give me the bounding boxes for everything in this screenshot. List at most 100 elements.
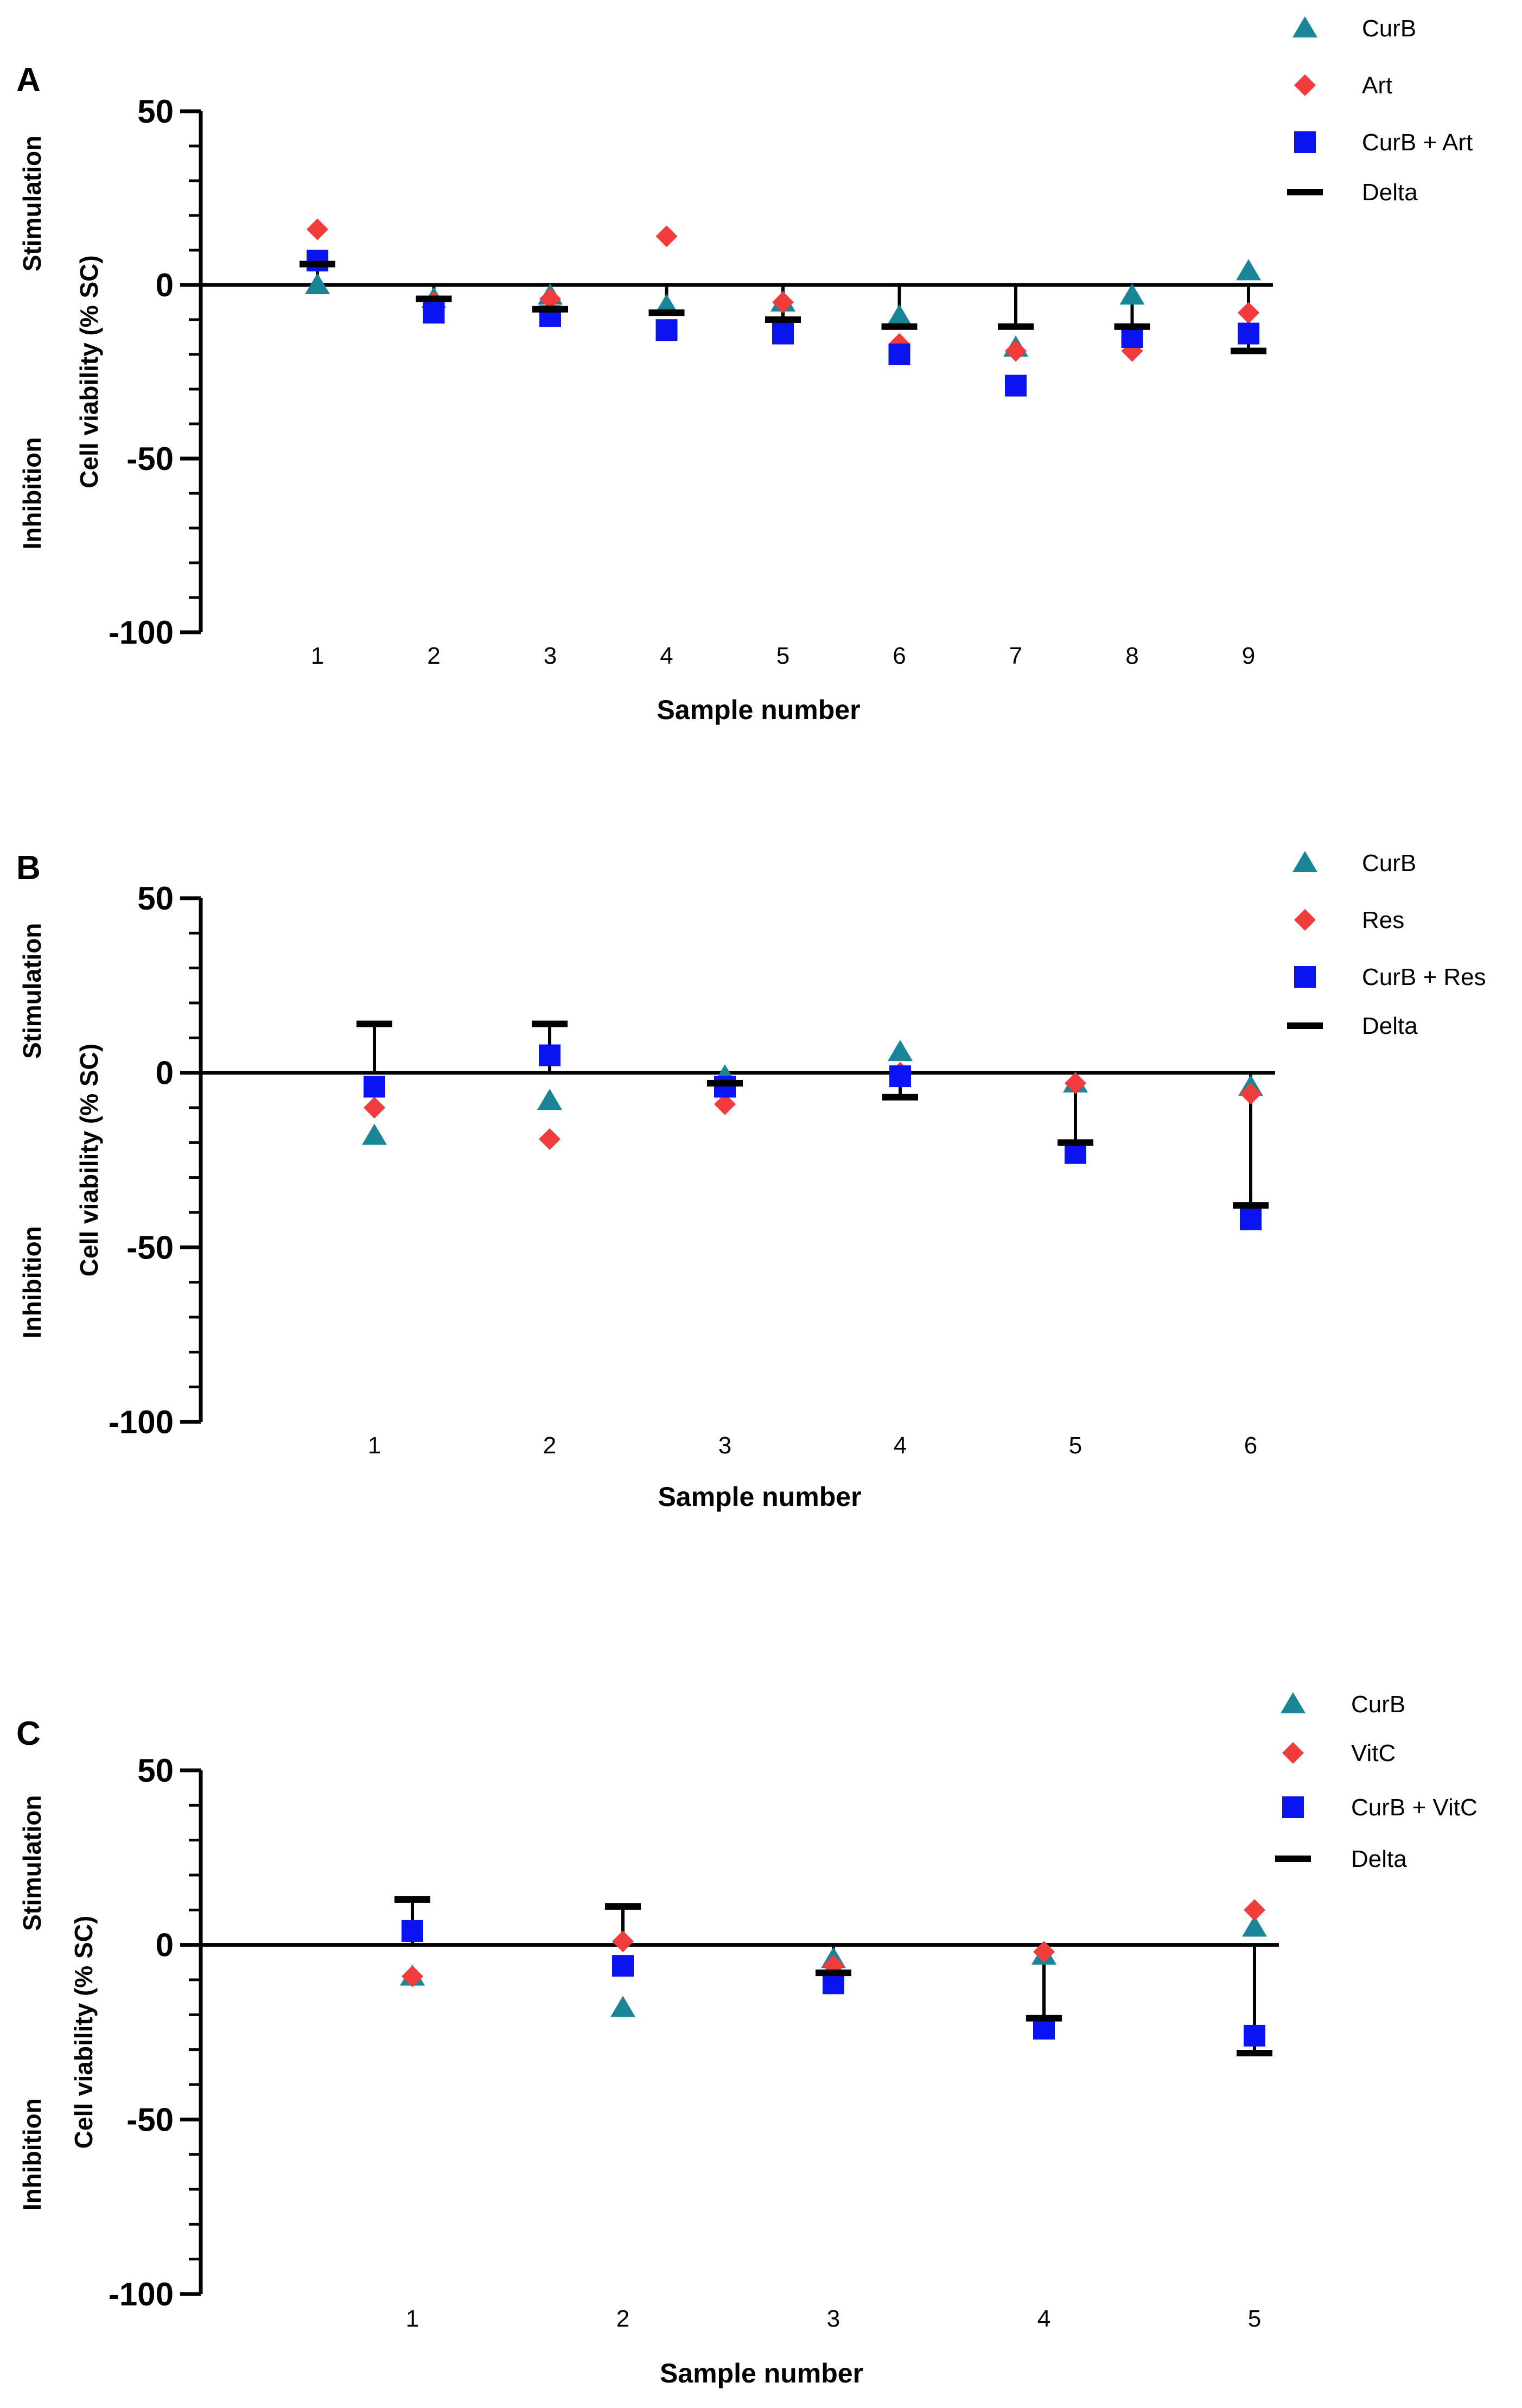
x-tick-label: 3 (544, 643, 557, 669)
point-curb-art (1238, 322, 1259, 345)
legend-label-delta: Delta (1362, 1013, 1418, 1039)
point-art (307, 218, 328, 240)
point-curb-res (889, 1065, 911, 1088)
point-delta (416, 295, 452, 302)
point-curb (610, 1996, 635, 2017)
point-res (1240, 1083, 1262, 1105)
legend-marker-curb (1292, 16, 1317, 37)
stimulation-label: Stimulation (18, 1795, 46, 1931)
y-axis-label: Cell viability (% SC) (75, 1044, 103, 1276)
point-curb-art (307, 250, 328, 272)
x-tick-label: 1 (406, 2305, 419, 2332)
legend-label-curb-res: CurB + Res (1362, 964, 1486, 990)
y-axis-label: Cell viability (% SC) (69, 1916, 98, 2149)
legend-marker-curb (1292, 851, 1317, 872)
x-tick-label: 4 (1037, 2305, 1050, 2332)
x-tick-label: 5 (776, 643, 789, 669)
point-delta (707, 1079, 743, 1087)
point-res (364, 1097, 385, 1119)
point-delta (816, 1969, 851, 1977)
x-tick-label: 7 (1009, 643, 1022, 669)
legend-label-curb: CurB (1362, 850, 1416, 876)
x-axis-label: Sample number (658, 1482, 861, 1512)
y-tick-label: 50 (137, 1752, 174, 1789)
y-axis-label: Cell viability (% SC) (75, 255, 103, 488)
legend-label-curb-art: CurB + Art (1362, 129, 1473, 156)
legend-marker-res (1294, 909, 1316, 931)
x-tick-label: 1 (368, 1432, 381, 1459)
panel-a: A 50 0 -50 -100 Cell viability (% SC) Stimulat… (16, 15, 1473, 725)
x-tick-label: 1 (311, 643, 324, 669)
legend-marker-delta (1287, 189, 1323, 195)
point-delta (532, 306, 568, 313)
point-curb (888, 1040, 913, 1062)
y-tick-label: 0 (156, 267, 174, 303)
stimulation-label: Stimulation (18, 136, 46, 271)
y-tick-label: 50 (137, 880, 174, 917)
x-tick-label: 6 (1244, 1432, 1257, 1459)
point-curb-art (772, 322, 794, 345)
legend-label-curb-vitc: CurB + VitC (1351, 1794, 1478, 1821)
point-vitc (1033, 1941, 1055, 1963)
legend-marker-curb-res (1294, 966, 1316, 988)
y-tick-label: 50 (137, 93, 174, 130)
panel-letter: C (16, 1715, 41, 1752)
legend-marker-art (1294, 74, 1316, 96)
point-res (714, 1093, 736, 1115)
point-res (1065, 1072, 1086, 1094)
panel-c: C 50 0 -50 -100 Cell viability (% SC) Stimulat… (16, 1691, 1478, 2388)
point-vitc (402, 1965, 423, 1987)
point-curb (305, 273, 330, 294)
y-tick-label: 0 (156, 1927, 174, 1964)
point-vitc (612, 1930, 634, 1953)
legend-label-curb: CurB (1351, 1691, 1405, 1718)
point-curb (1242, 1915, 1267, 1937)
point-curb-res (539, 1044, 561, 1066)
point-curb-vitc (1244, 2024, 1265, 2047)
point-curb (1236, 259, 1261, 281)
x-tick-label: 4 (894, 1432, 907, 1459)
point-delta (605, 1903, 641, 1910)
point-delta (394, 1896, 430, 1903)
y-tick-label: -100 (109, 1404, 174, 1440)
legend-label-curb: CurB (1362, 15, 1416, 42)
x-tick-label: 2 (616, 2305, 629, 2332)
point-curb-art (888, 344, 910, 365)
legend-marker-curb (1281, 1692, 1306, 1713)
point-curb-vitc (612, 1955, 634, 1977)
inhibition-label: Inhibition (18, 2098, 46, 2210)
x-tick-label: 6 (893, 643, 906, 669)
point-curb (887, 304, 912, 326)
x-tick-label: 3 (718, 1432, 731, 1459)
point-art (655, 225, 678, 247)
legend-marker-delta (1287, 1022, 1323, 1029)
x-tick-label: 2 (543, 1432, 556, 1459)
y-tick-label: -100 (109, 614, 174, 651)
x-tick-label: 9 (1242, 643, 1255, 669)
x-tick-label: 3 (827, 2305, 840, 2332)
point-delta (881, 323, 918, 330)
y-tick-label: -50 (126, 1229, 174, 1266)
stimulation-label: Stimulation (18, 923, 46, 1059)
legend-label-res: Res (1362, 907, 1404, 933)
y-tick-label: -100 (109, 2276, 174, 2312)
panel-b: B 50 0 -50 -100 Cell viability (% SC) Stimulat… (16, 849, 1486, 1512)
legend-marker-curb-art (1294, 131, 1316, 153)
point-res (539, 1128, 561, 1150)
legend-label-vitc: VitC (1351, 1740, 1396, 1767)
point-delta (1114, 323, 1150, 330)
point-delta (300, 261, 335, 268)
point-vitc (1244, 1899, 1265, 1921)
point-art (539, 288, 561, 310)
point-delta (998, 323, 1034, 330)
legend-label-art: Art (1362, 72, 1392, 99)
point-delta (1058, 1139, 1093, 1146)
point-delta (356, 1020, 392, 1027)
point-curb (537, 1089, 562, 1110)
y-tick-label: 0 (156, 1055, 174, 1091)
x-axis-label: Sample number (660, 2358, 863, 2388)
legend-marker-delta (1275, 1856, 1311, 1862)
legend-marker-curb-vitc (1282, 1796, 1304, 1818)
x-axis-label: Sample number (657, 695, 860, 725)
x-tick-label: 2 (427, 643, 440, 669)
